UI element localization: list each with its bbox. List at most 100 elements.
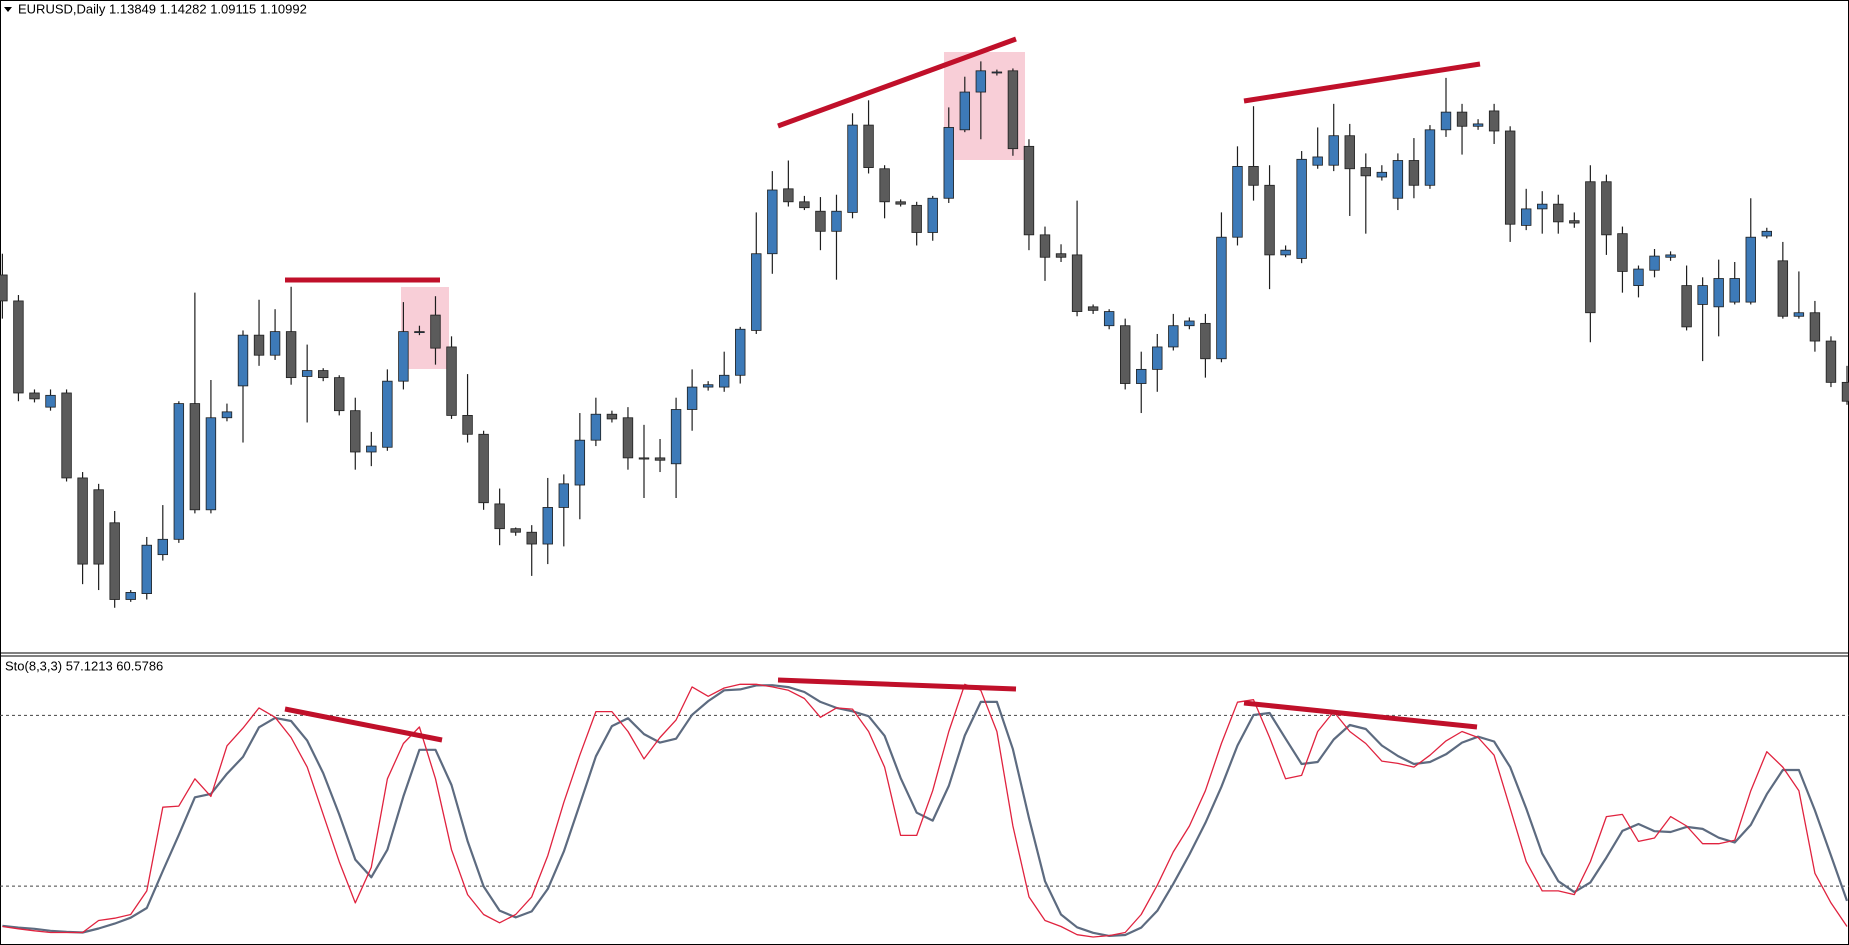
candle-body — [1103, 311, 1115, 327]
candle-body — [317, 370, 329, 379]
candles — [0, 61, 1849, 608]
candle-body — [1232, 165, 1243, 238]
candle-body — [1521, 208, 1532, 226]
candle-body — [1440, 111, 1452, 131]
candle-body — [1841, 381, 1849, 402]
candle-body — [0, 274, 8, 302]
trendline — [777, 36, 1017, 129]
candle-body — [606, 413, 618, 420]
candle-body — [959, 91, 971, 131]
candle-body — [1424, 129, 1436, 186]
candle-body — [173, 403, 185, 540]
candle-body — [1553, 203, 1564, 223]
candle-body — [991, 71, 1003, 74]
candle-body — [1713, 278, 1724, 308]
candle-body — [366, 445, 377, 453]
candle-body — [382, 380, 393, 448]
candle-body — [1296, 158, 1307, 259]
candle-body — [686, 386, 698, 410]
candle-body — [751, 253, 762, 331]
candle-body — [911, 204, 922, 233]
candle-body — [1649, 255, 1660, 271]
candle-body — [1665, 254, 1676, 258]
candle-body — [590, 413, 602, 441]
candle-body — [542, 507, 553, 545]
candle-body — [334, 377, 345, 412]
candle-body — [1456, 111, 1468, 127]
candle-body — [1344, 135, 1355, 170]
candle-body — [975, 70, 987, 93]
candle-body — [157, 538, 169, 556]
candle-body — [783, 188, 794, 203]
candle-body — [221, 411, 233, 419]
candle-body — [1617, 233, 1628, 272]
candle-body — [927, 197, 938, 233]
candle-body — [863, 124, 874, 168]
candle-body — [510, 528, 521, 533]
candle-body — [29, 392, 40, 400]
candle-body — [269, 331, 281, 356]
candle-body — [654, 457, 666, 461]
trendlines — [284, 36, 1481, 743]
candle-body — [1007, 70, 1019, 150]
candle-body — [1200, 322, 1211, 360]
candle-body — [13, 300, 24, 394]
candle-body — [767, 189, 778, 255]
candle-body — [1120, 325, 1131, 384]
menu-arrow[interactable] — [4, 7, 12, 12]
candle-body — [446, 346, 457, 416]
stochastic-line — [2, 683, 1848, 938]
candle-body — [1184, 320, 1195, 327]
candle-body — [1761, 230, 1773, 237]
candle-body — [77, 477, 88, 565]
candle-body — [558, 483, 570, 508]
candle-body — [1633, 268, 1644, 286]
candle-body — [253, 334, 265, 356]
candle-body — [109, 522, 120, 600]
candle-body — [494, 503, 505, 530]
trendline — [284, 706, 443, 743]
candle-body — [1681, 285, 1692, 328]
candle-body — [1264, 184, 1275, 256]
candle-body — [1280, 249, 1291, 256]
trendline — [777, 677, 1017, 692]
candle-body — [879, 168, 890, 203]
candle-body — [719, 374, 730, 388]
candle-body — [799, 201, 810, 209]
stochastic-line — [2, 684, 1849, 937]
candle-body — [205, 417, 217, 511]
trendline — [1243, 700, 1478, 730]
candle-body — [1793, 312, 1805, 317]
candle-body — [1777, 260, 1789, 317]
candle-body — [1601, 181, 1612, 236]
candle-body — [1312, 156, 1323, 166]
candle-body — [1087, 306, 1099, 311]
candle-body — [1408, 160, 1420, 186]
candle-body — [398, 331, 409, 382]
candle-body — [1039, 234, 1051, 258]
candle-body — [1569, 220, 1580, 224]
candle-body — [61, 392, 72, 479]
candle-body — [638, 457, 650, 460]
candle-body — [831, 210, 842, 232]
candle-body — [1055, 253, 1067, 258]
candle-body — [462, 414, 473, 435]
candle-body — [189, 403, 201, 511]
highlight-box — [401, 287, 449, 369]
candle-body — [895, 201, 906, 205]
candle-body — [1023, 145, 1035, 236]
candle-body — [1585, 181, 1596, 314]
candle-body — [1729, 278, 1740, 303]
candle-body — [574, 439, 586, 486]
candle-body — [301, 370, 313, 377]
indicator-title: Sto(8,3,3) 57.1213 60.5786 — [5, 658, 163, 673]
candle-body — [1392, 160, 1404, 199]
candle-body — [1376, 171, 1388, 178]
candle-body — [478, 433, 489, 504]
candle-body — [847, 124, 858, 213]
candle-body — [1745, 236, 1756, 303]
candle-body — [702, 384, 714, 388]
candle-body — [1216, 236, 1227, 360]
